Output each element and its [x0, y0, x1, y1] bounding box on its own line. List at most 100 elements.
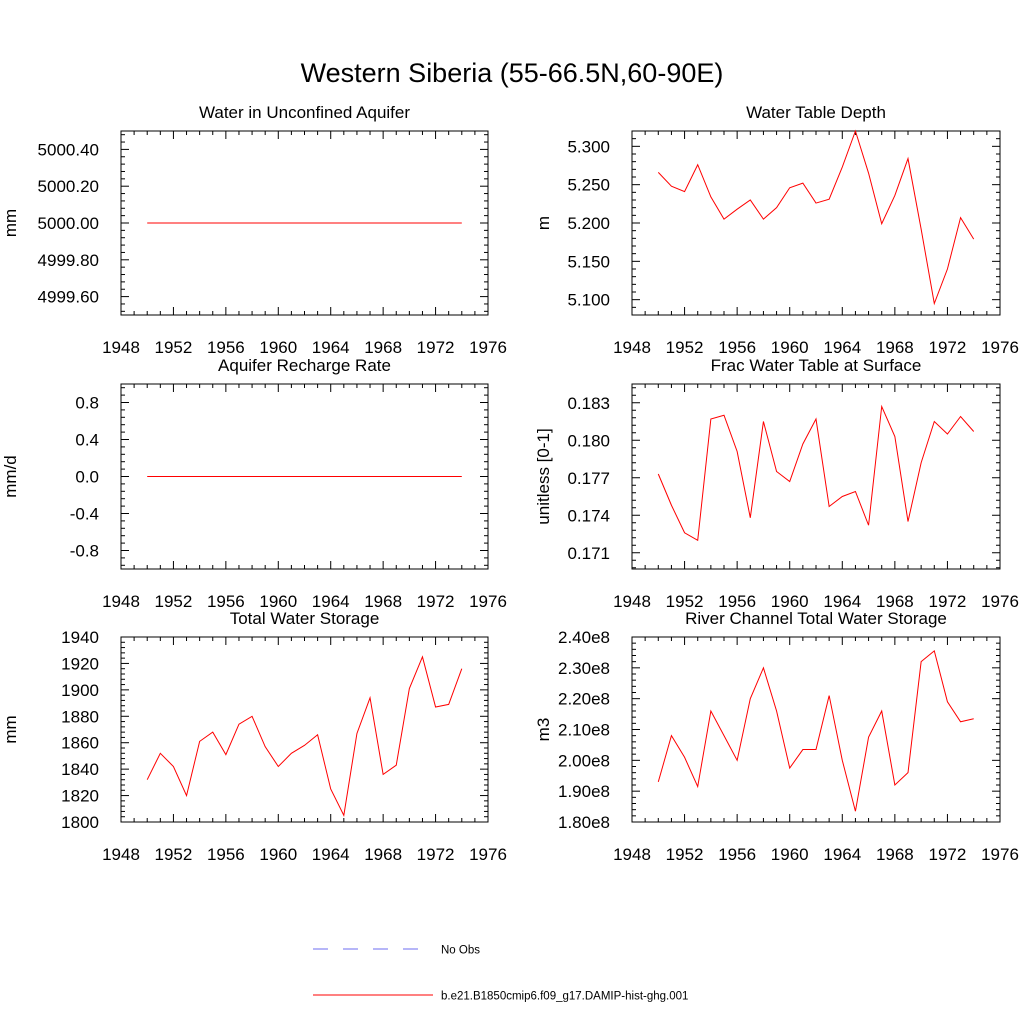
plot-frame	[631, 636, 1001, 823]
x-tick-label: 1948	[102, 592, 140, 611]
x-tick-label: 1960	[259, 338, 297, 357]
y-tick-label: 0.4	[75, 431, 99, 450]
y-tick-label: 1800	[61, 813, 99, 832]
y-tick-label: 0.171	[567, 544, 610, 563]
x-tick-label: 1956	[718, 592, 756, 611]
y-tick-label: 1.90e8	[558, 782, 610, 801]
x-tick-label: 1976	[469, 845, 507, 864]
y-tick-label: 2.40e8	[558, 628, 610, 647]
y-tick-label: 0.0	[75, 468, 99, 487]
y-tick-label: 2.20e8	[558, 690, 610, 709]
panel-title: Frac Water Table at Surface	[711, 356, 922, 375]
x-tick-label: 1960	[771, 845, 809, 864]
x-tick-label: 1956	[207, 845, 245, 864]
y-tick-label: 4999.80	[38, 251, 99, 270]
y-tick-label: 1940	[61, 628, 99, 647]
x-tick-label: 1964	[312, 845, 350, 864]
x-tick-label: 1968	[876, 338, 914, 357]
x-tick-label: 1976	[981, 592, 1019, 611]
y-tick-label: 5000.20	[38, 177, 99, 196]
panel-title: River Channel Total Water Storage	[685, 609, 947, 628]
x-tick-label: 1960	[259, 592, 297, 611]
x-tick-label: 1956	[718, 845, 756, 864]
x-tick-label: 1968	[364, 338, 402, 357]
panel-title: Aquifer Recharge Rate	[218, 356, 391, 375]
x-tick-label: 1952	[666, 338, 704, 357]
x-tick-label: 1972	[417, 845, 455, 864]
x-tick-label: 1972	[417, 338, 455, 357]
x-tick-label: 1956	[718, 338, 756, 357]
x-tick-label: 1960	[771, 592, 809, 611]
y-tick-label: 5.300	[567, 137, 610, 156]
y-tick-label: -0.4	[70, 505, 99, 524]
y-axis-label: m3	[534, 718, 553, 742]
y-tick-label: 4999.60	[38, 288, 99, 307]
x-tick-label: 1976	[981, 845, 1019, 864]
y-tick-label: 2.10e8	[558, 721, 610, 740]
x-tick-label: 1948	[102, 338, 140, 357]
x-tick-label: 1976	[469, 592, 507, 611]
y-tick-label: 1820	[61, 787, 99, 806]
x-tick-label: 1952	[666, 845, 704, 864]
y-tick-label: 1.80e8	[558, 813, 610, 832]
chart-panels: Water in Unconfined Aquifer mm 1948 1952 195…	[1, 103, 1019, 864]
y-tick-label: 5.100	[567, 291, 610, 310]
chart-panel-5: Total Water Storage mm 1948 1952 1956 1960 196…	[1, 609, 507, 864]
x-tick-label: 1952	[666, 592, 704, 611]
panel-title: Water Table Depth	[746, 103, 886, 122]
y-tick-label: 5000.00	[38, 214, 99, 233]
chart-panel-3: Aquifer Recharge Rate mm/d 1948 1952 1956 196…	[1, 356, 507, 611]
x-tick-label: 1948	[613, 338, 651, 357]
x-tick-label: 1964	[823, 845, 861, 864]
y-axis-label: unitless [0-1]	[534, 428, 553, 524]
y-tick-label: 1900	[61, 681, 99, 700]
x-tick-label: 1948	[102, 845, 140, 864]
x-tick-label: 1948	[613, 845, 651, 864]
plot-frame	[631, 383, 1001, 570]
data-series-line	[657, 404, 975, 542]
y-tick-label: -0.8	[70, 542, 99, 561]
y-axis-label: m	[534, 216, 553, 230]
x-tick-label: 1968	[876, 592, 914, 611]
chart-panel-4: Frac Water Table at Surface unitless [0-1…	[534, 356, 1019, 611]
legend-model-label: b.e21.B1850cmip6.f09_g17.DAMIP-hist-ghg.…	[441, 991, 688, 1003]
y-axis-label: mm	[1, 715, 20, 743]
y-tick-label: 5.150	[567, 252, 610, 271]
y-tick-label: 1880	[61, 707, 99, 726]
y-tick-label: 2.00e8	[558, 751, 610, 770]
legend: No Obs b.e21.B1850cmip6.f09_g17.DAMIP-hi…	[313, 945, 688, 1003]
chart-panel-1: Water in Unconfined Aquifer mm 1948 1952 195…	[1, 103, 507, 357]
y-tick-label: 0.174	[567, 506, 610, 525]
y-tick-label: 0.177	[567, 469, 610, 488]
x-tick-label: 1972	[929, 338, 967, 357]
x-tick-label: 1976	[469, 338, 507, 357]
plot-frame	[120, 636, 489, 823]
x-tick-label: 1964	[823, 592, 861, 611]
y-tick-label: 0.180	[567, 431, 610, 450]
x-tick-label: 1960	[771, 338, 809, 357]
y-tick-label: 5000.40	[38, 140, 99, 159]
x-tick-label: 1956	[207, 592, 245, 611]
x-tick-label: 1968	[364, 845, 402, 864]
panel-title: Total Water Storage	[230, 609, 380, 628]
x-tick-label: 1964	[312, 592, 350, 611]
y-tick-label: 0.8	[75, 394, 99, 413]
x-tick-label: 1964	[823, 338, 861, 357]
y-tick-label: 0.183	[567, 394, 610, 413]
x-tick-label: 1964	[312, 338, 350, 357]
x-tick-label: 1952	[155, 845, 193, 864]
y-axis-label: mm/d	[1, 455, 20, 498]
y-tick-label: 2.30e8	[558, 659, 610, 678]
data-series-line	[657, 649, 974, 812]
figure-title: Western Siberia (55-66.5N,60-90E)	[301, 58, 724, 88]
x-tick-label: 1968	[876, 845, 914, 864]
y-tick-label: 1920	[61, 654, 99, 673]
panel-title: Water in Unconfined Aquifer	[199, 103, 410, 122]
y-axis-label: mm	[1, 209, 20, 237]
x-tick-label: 1948	[613, 592, 651, 611]
x-tick-label: 1968	[364, 592, 402, 611]
x-tick-label: 1956	[207, 338, 245, 357]
x-tick-label: 1972	[929, 592, 967, 611]
y-tick-label: 5.250	[567, 176, 610, 195]
